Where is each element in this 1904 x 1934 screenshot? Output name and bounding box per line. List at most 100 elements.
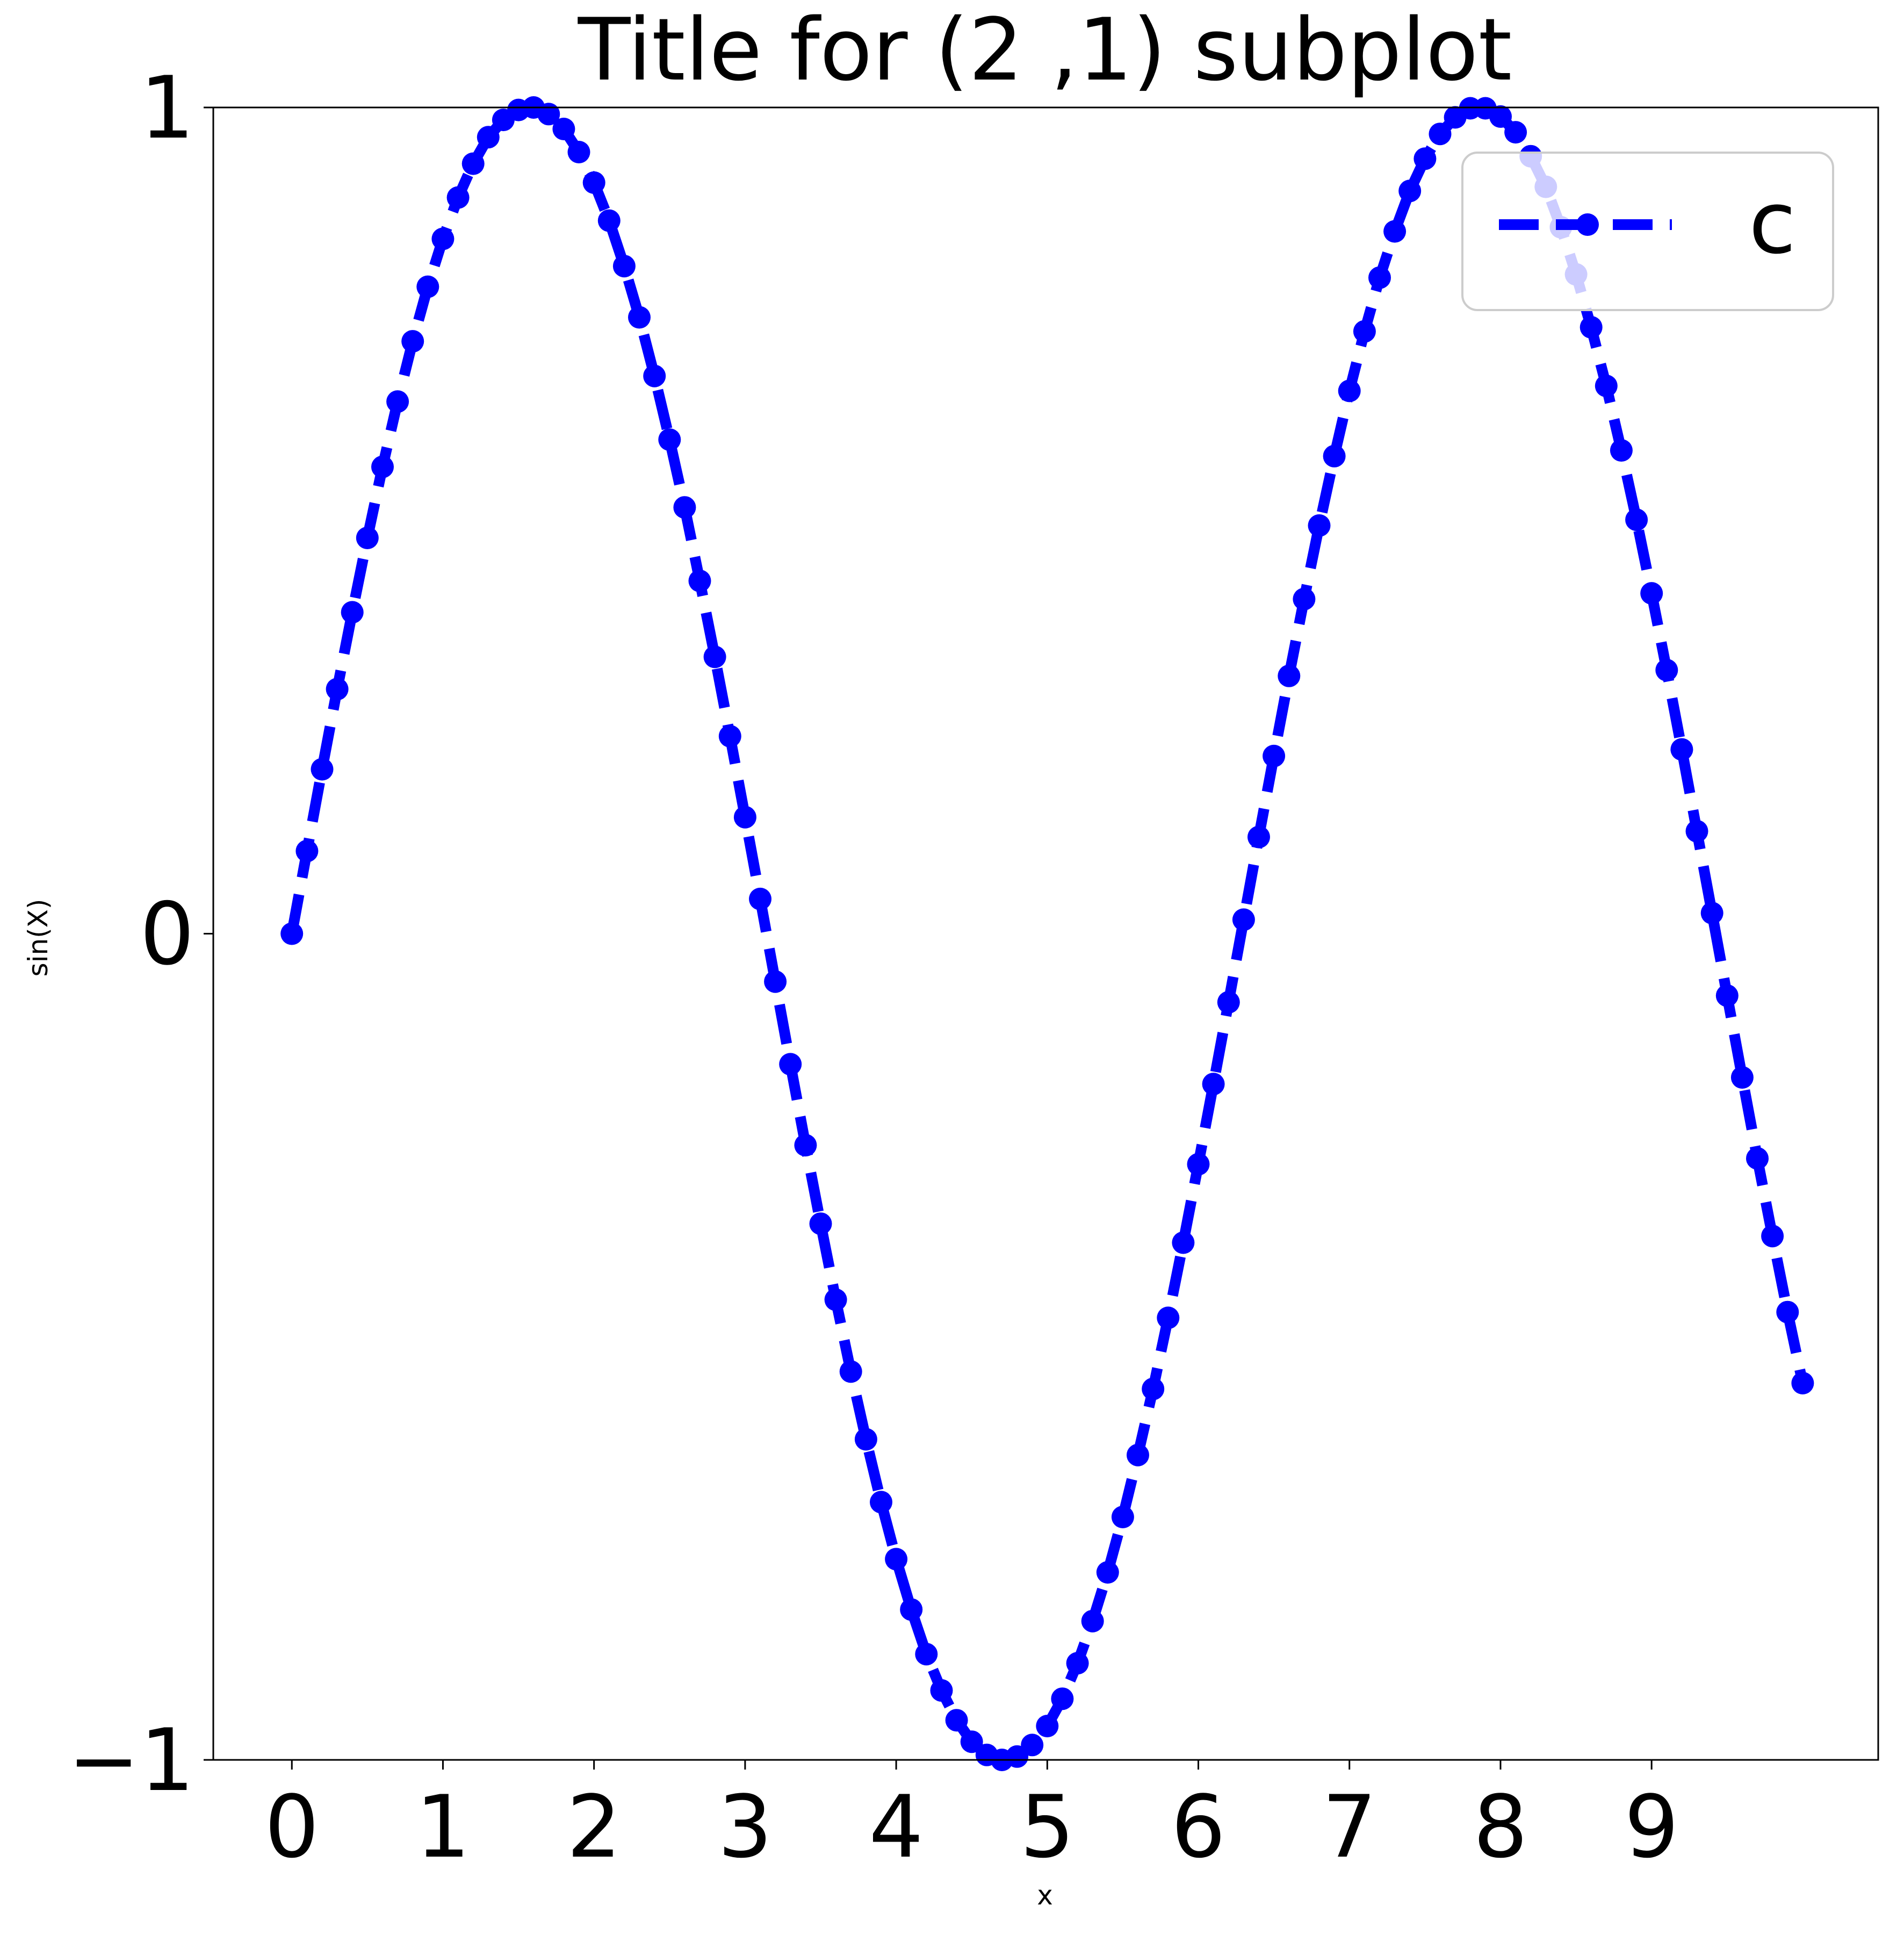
data-point [930,1679,953,1702]
data-point [461,152,485,175]
data-point [597,209,621,232]
data-point [612,255,636,278]
data-point [900,1598,923,1621]
data-point [1036,1715,1059,1737]
data-point [1202,1073,1225,1096]
data-point [1791,1371,1814,1394]
x-tick-label: 3 [718,1777,773,1877]
data-point [1746,1147,1769,1170]
legend-label: c [1749,172,1796,273]
data-point [1413,147,1437,170]
data-point [1761,1225,1784,1248]
data-point [854,1428,877,1451]
x-tick-label: 1 [416,1777,471,1877]
x-tick-label: 0 [264,1777,319,1877]
data-point [703,645,726,668]
legend: c [1461,152,1834,311]
plot-area [280,96,1814,1771]
data-point [915,1643,938,1666]
data-point [1308,514,1331,537]
data-point [1685,819,1708,843]
data-point [567,141,590,163]
data-point [1580,316,1603,339]
data-point [945,1709,968,1732]
data-point [1776,1300,1799,1324]
x-tick-label: 7 [1322,1777,1377,1877]
data-point [733,806,756,829]
data-point [1263,744,1286,767]
data-point [386,390,409,413]
data-point [1670,738,1693,761]
data-point [295,839,319,862]
data-point [1157,1306,1180,1329]
data-point [280,922,304,945]
data-point [809,1212,832,1235]
data-point [658,428,681,451]
data-point [1610,439,1633,462]
data-point [1383,220,1407,243]
data-point [537,103,560,126]
data-point [446,186,470,209]
data-point [688,570,711,592]
y-axis-label: sin(X) [23,899,54,977]
data-point [718,725,741,747]
data-point [1368,266,1391,289]
data-point [356,527,379,549]
legend-frame [1461,152,1834,311]
data-point [1489,105,1512,128]
y-tick-label: −1 [68,1710,194,1810]
data-point [477,126,500,149]
data-point [1504,121,1527,144]
data-point [1323,444,1346,468]
x-axis-label: x [1037,1880,1053,1911]
x-tick-label: 4 [869,1777,924,1877]
data-point [311,758,334,781]
data-point [326,678,349,701]
data-point [794,1134,817,1157]
data-point [1232,908,1255,931]
y-tick-label: 1 [140,57,194,158]
data-point [552,118,575,140]
data-point [1730,1066,1754,1089]
data-point [431,227,455,250]
data-point [1338,379,1361,402]
data-point [749,887,771,910]
y-tick-label: 0 [140,884,194,984]
data-point [1127,1443,1149,1466]
data-point [1187,1153,1210,1176]
data-point [1111,1506,1134,1528]
data-point [1247,825,1270,849]
data-point [885,1548,908,1571]
data-point [1172,1231,1195,1254]
x-tick-label: 2 [567,1777,622,1877]
data-point [1081,1609,1104,1633]
data-point [1217,991,1240,1014]
data-point [1066,1652,1089,1675]
x-tick-label: 6 [1171,1777,1226,1877]
x-tick-label: 8 [1473,1777,1528,1877]
data-point [643,364,666,387]
legend-marker-sample [1576,213,1599,236]
data-point [779,1053,802,1076]
data-point [824,1288,847,1311]
data-point [960,1730,983,1753]
data-point [764,970,787,993]
data-point [1625,508,1648,531]
data-point [582,171,605,194]
x-tick-label: 9 [1624,1777,1679,1877]
data-point [1640,582,1663,605]
data-point [1655,659,1678,681]
y-axis: 1 0 −1 [68,57,213,1810]
data-point [839,1360,862,1383]
data-point [870,1491,892,1514]
data-point [1353,320,1376,343]
data-point [1051,1687,1074,1710]
chart-title: Title for (2 ,1) subplot [578,0,1512,100]
data-point [1278,664,1301,687]
data-point [1021,1734,1044,1757]
data-point [1429,123,1452,146]
data-point [1142,1377,1165,1400]
data-point [416,275,439,298]
